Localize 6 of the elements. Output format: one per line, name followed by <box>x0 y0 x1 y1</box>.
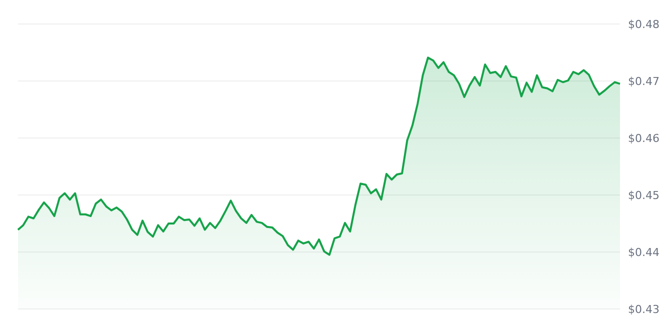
y-tick-label: $0.43 <box>628 302 660 316</box>
y-tick-label: $0.46 <box>628 132 660 145</box>
y-tick-label: $0.48 <box>628 18 660 31</box>
y-tick-label: $0.45 <box>628 188 660 202</box>
y-tick-label: $0.47 <box>628 74 660 88</box>
y-tick-label: $0.44 <box>628 246 660 259</box>
